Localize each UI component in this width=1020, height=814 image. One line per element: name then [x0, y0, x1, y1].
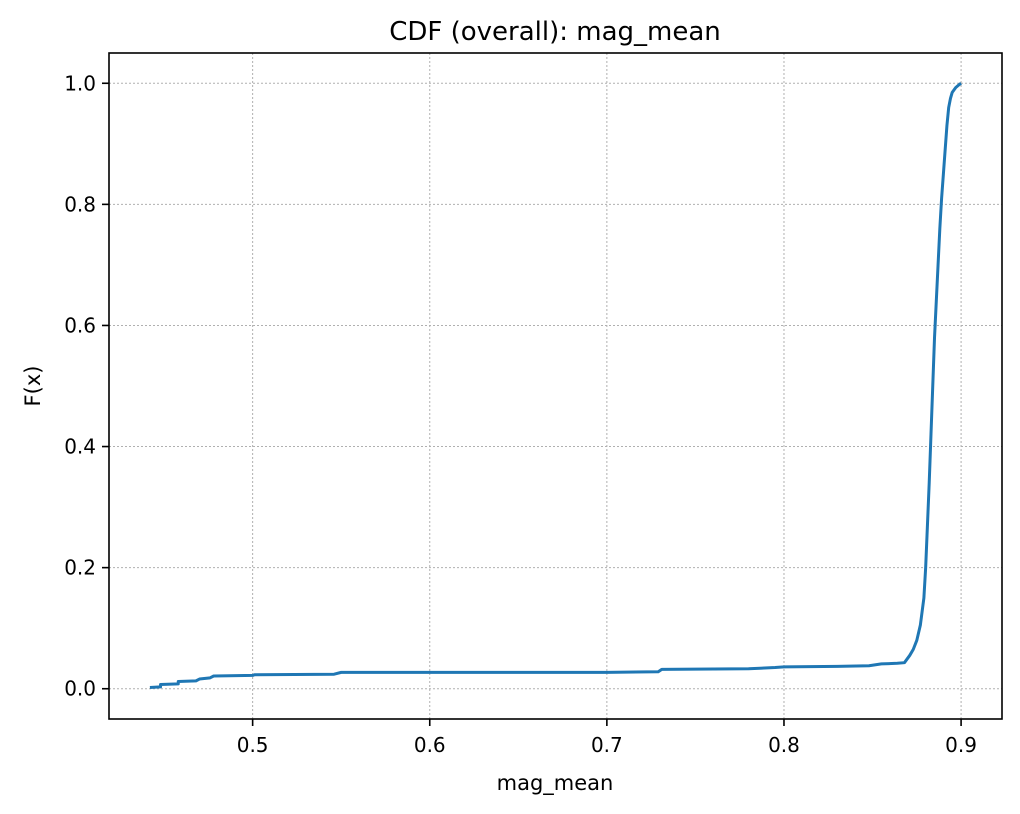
x-axis-ticks: 0.5 0.6 0.7 0.8 0.9 [237, 719, 977, 757]
x-tick-label: 0.5 [237, 733, 269, 757]
x-tick-label: 0.8 [768, 733, 800, 757]
cdf-series-line [149, 82, 962, 690]
x-axis-label: mag_mean [497, 771, 614, 796]
x-tick-label: 0.9 [945, 733, 977, 757]
y-tick-label: 0.4 [64, 435, 96, 459]
y-tick-label: 0.0 [64, 677, 96, 701]
x-tick-label: 0.7 [591, 733, 623, 757]
y-axis-ticks: 0.0 0.2 0.4 0.6 0.8 1.0 [64, 71, 109, 701]
y-tick-label: 1.0 [64, 71, 96, 95]
series-layer [149, 82, 962, 690]
y-axis-label: F(x) [21, 366, 45, 407]
x-tick-label: 0.6 [414, 733, 446, 757]
grid-lines [109, 53, 1002, 719]
y-tick-label: 0.2 [64, 556, 96, 580]
y-tick-label: 0.8 [64, 192, 96, 216]
chart-title: CDF (overall): mag_mean [389, 17, 721, 47]
plot-frame [108, 52, 1003, 720]
y-tick-label: 0.6 [64, 313, 96, 337]
